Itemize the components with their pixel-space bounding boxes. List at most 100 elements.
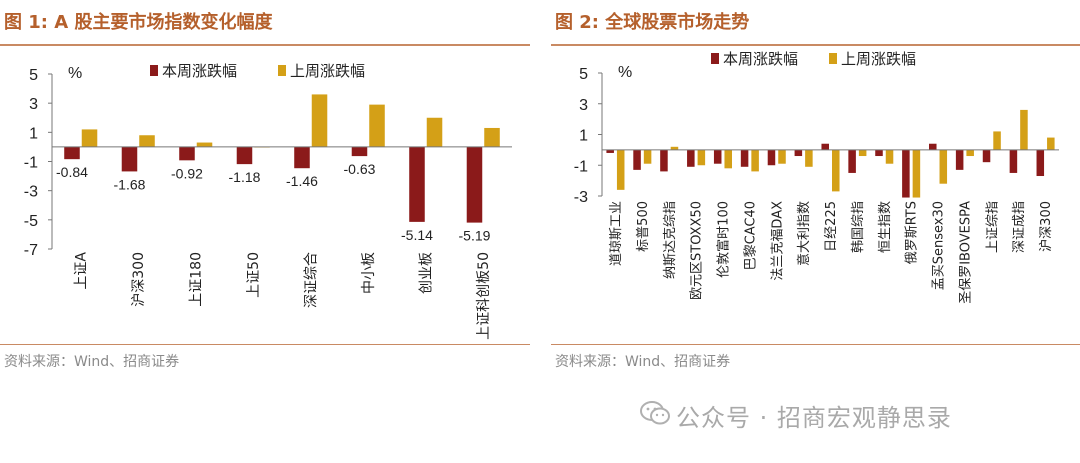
y-tick-label: -7 xyxy=(24,242,38,259)
bar-last-week xyxy=(885,149,894,164)
bar-last-week xyxy=(858,149,867,157)
y-tick-label: -1 xyxy=(24,155,38,172)
figure-1-source: 资料来源：Wind、招商证券 xyxy=(4,354,180,370)
bar-last-week xyxy=(196,142,213,147)
bar-this-week xyxy=(466,146,483,223)
bar-this-week xyxy=(955,149,964,170)
y-tick-label: -3 xyxy=(574,189,588,206)
wechat-icon xyxy=(640,401,670,425)
data-label: -0.92 xyxy=(171,165,203,181)
y-tick-label: -1 xyxy=(574,158,588,175)
category-label: 沪深300 xyxy=(131,252,147,307)
figure-2-source-rule xyxy=(551,344,1080,345)
y-tick-label: 5 xyxy=(29,67,38,84)
bar-this-week xyxy=(351,146,368,157)
figure-2-title-rule xyxy=(551,44,1080,46)
category-label: 法兰克福DAX xyxy=(770,201,785,281)
bar-last-week xyxy=(697,149,706,166)
bar-last-week xyxy=(81,129,98,147)
legend-label-1: 本周涨跌幅 xyxy=(162,62,237,80)
legend-label-1: 本周涨跌幅 xyxy=(723,50,798,68)
bar-this-week xyxy=(660,149,668,172)
figure-2-source: 资料来源：Wind、招商证券 xyxy=(555,354,731,370)
figure-1-title-rule xyxy=(0,44,530,46)
legend-swatch-1 xyxy=(711,53,719,64)
bar-this-week xyxy=(902,149,910,198)
category-label: 上证A xyxy=(74,252,90,290)
category-label: 中小板 xyxy=(361,252,377,294)
category-label: 巴黎CAC40 xyxy=(743,201,758,270)
category-label: 恒生指数 xyxy=(878,201,893,253)
y-tick-label: 5 xyxy=(579,66,588,83)
y-tick-label: 1 xyxy=(579,128,588,145)
bar-last-week xyxy=(616,149,625,190)
category-label: 纳斯达克综指 xyxy=(663,201,678,279)
category-label: 孟买Sensex30 xyxy=(932,201,947,290)
category-label: 上证180 xyxy=(189,252,205,307)
bar-this-week xyxy=(121,146,138,172)
data-label: -5.14 xyxy=(401,227,433,243)
bar-last-week xyxy=(778,149,786,164)
y-tick-label: 3 xyxy=(29,96,38,113)
category-label: 沪深300 xyxy=(1038,201,1054,252)
bar-this-week xyxy=(1009,149,1018,173)
figure-1-source-rule xyxy=(0,344,530,345)
bar-this-week xyxy=(713,149,722,164)
bar-last-week xyxy=(751,149,759,172)
bar-last-week xyxy=(1047,137,1055,150)
figure-1-title: 图 1: A 股主要市场指数变化幅度 xyxy=(4,12,273,33)
legend-swatch-2 xyxy=(278,65,286,76)
y-tick-label: -5 xyxy=(24,213,38,230)
bar-last-week xyxy=(484,127,500,147)
bar-last-week xyxy=(311,94,328,147)
bar-last-week xyxy=(805,149,813,167)
data-label: -1.18 xyxy=(229,169,261,185)
bar-last-week xyxy=(939,149,948,184)
legend-label-2: 上周涨跌幅 xyxy=(290,62,365,80)
category-label: 深证成指 xyxy=(1012,201,1027,253)
y-tick-label: 1 xyxy=(29,125,38,142)
watermark-text: 公众号 · 招商宏观静思录 xyxy=(676,404,952,432)
bar-this-week xyxy=(64,146,80,160)
bar-this-week xyxy=(767,149,776,166)
data-label: -5.19 xyxy=(459,228,491,244)
bar-this-week xyxy=(687,149,695,167)
bar-this-week xyxy=(294,146,310,169)
bar-this-week xyxy=(821,143,829,150)
bar-last-week xyxy=(369,104,385,147)
category-label: 伦敦富时100 xyxy=(716,201,732,278)
category-label: 欧元区STOXX50 xyxy=(690,201,705,300)
category-label: 韩国综指 xyxy=(851,201,866,253)
bar-last-week xyxy=(426,117,443,147)
bar-last-week xyxy=(643,149,652,164)
data-label: -0.63 xyxy=(344,161,376,177)
bar-last-week xyxy=(670,146,679,150)
category-label: 俄罗斯RTS xyxy=(905,201,920,264)
category-label: 上证综指 xyxy=(985,201,1000,253)
bar-this-week xyxy=(875,149,883,157)
category-label: 标普500 xyxy=(636,201,651,252)
chart-panel-2: 图 2: 全球股票市场走势 5 3 1 -1 -3% 本周涨跌幅 上周涨跌幅 道琼斯工业 标普5… xyxy=(551,0,1080,380)
data-label: -1.46 xyxy=(286,173,318,189)
bar-this-week xyxy=(633,149,641,170)
bar-last-week xyxy=(724,149,732,169)
data-label: -1.68 xyxy=(114,176,146,192)
chart-panel-1: 图 1: A 股主要市场指数变化幅度 5 3 1 -1 -3 -5 -7% 本周涨跌幅 上周涨跌… xyxy=(0,0,530,380)
bar-this-week xyxy=(794,149,803,157)
data-label: -0.84 xyxy=(56,164,88,180)
y-tick-label: -3 xyxy=(24,184,38,201)
category-label: 道琼斯工业 xyxy=(609,201,624,266)
category-label: 上证科创板50 xyxy=(476,252,492,340)
category-label: 深证综合 xyxy=(304,252,320,308)
bar-last-week xyxy=(993,131,1001,150)
category-label: 上证50 xyxy=(246,252,262,298)
bar-this-week xyxy=(982,149,991,163)
bar-last-week xyxy=(832,149,840,192)
bar-this-week xyxy=(848,149,856,173)
legend-swatch-1 xyxy=(150,65,158,76)
bar-this-week xyxy=(740,149,749,167)
bar-this-week xyxy=(179,146,195,161)
bar-last-week xyxy=(139,135,155,147)
category-label: 意大利指数 xyxy=(796,201,812,266)
